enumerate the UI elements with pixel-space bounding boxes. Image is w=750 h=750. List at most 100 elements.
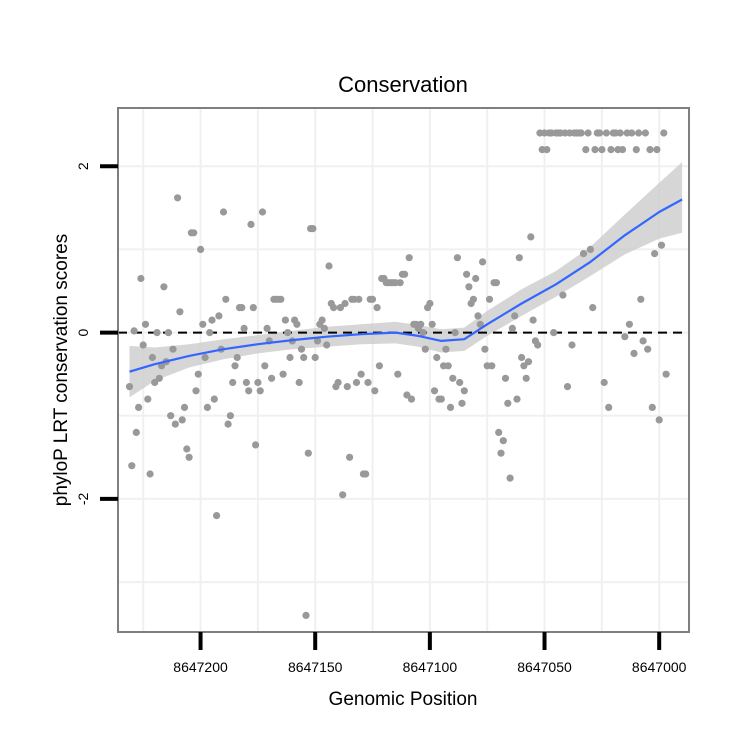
x-tick-label: 8647050 [517,659,572,675]
data-point [224,420,232,428]
y-tick-label: 0 [75,328,91,336]
data-point [247,220,255,228]
data-point [426,299,434,308]
data-point [135,403,143,411]
data-point [501,374,510,382]
data-point [233,353,241,362]
data-point [520,362,528,370]
data-point [139,341,147,349]
data-point [286,353,294,362]
data-points [125,129,670,620]
data-point [568,341,576,349]
data-point [325,262,333,270]
data-point [433,353,441,362]
data-point [197,245,205,253]
data-point [453,254,461,262]
data-point [256,387,264,395]
data-point [460,387,468,395]
data-point [605,403,613,411]
data-point [577,129,585,137]
data-point [229,378,237,387]
data-point [146,470,154,478]
data-point [511,312,519,320]
data-point [591,146,599,154]
data-point [513,395,521,403]
smooth-line-layer [129,198,683,373]
data-point [222,295,230,303]
data-point [401,270,409,278]
data-point [444,362,452,370]
data-point [210,395,218,403]
data-point [559,291,567,299]
data-point [302,611,310,620]
data-point [628,129,636,137]
data-point [584,129,592,137]
data-point [277,295,285,303]
data-point [190,229,198,237]
data-point [311,353,319,362]
data-point [201,353,209,362]
data-point [151,378,159,387]
data-point [637,295,645,303]
data-point [263,324,271,332]
data-point [550,329,558,337]
data-point [456,378,464,387]
data-point [336,304,344,312]
data-point [128,462,136,470]
data-point [355,295,363,303]
data-point [295,378,303,387]
data-point [646,146,654,154]
data-point [662,370,670,378]
data-point [518,353,526,362]
data-point [171,420,179,428]
data-point [368,295,377,303]
data-point [137,274,145,283]
data-point [607,146,615,154]
data-point [405,254,413,262]
data-point [492,279,500,287]
data-point [534,341,542,349]
data-point [465,283,473,291]
data-point [364,378,372,387]
data-point [506,474,514,482]
data-point [375,362,383,370]
data-point [320,324,328,332]
data-point [635,129,643,137]
chart-title: Conservation [338,72,468,97]
data-point [318,316,326,324]
data-point [208,316,216,324]
data-point [428,320,436,328]
data-point [362,470,370,478]
data-point [543,146,551,154]
data-point [242,378,250,387]
data-point [582,146,590,154]
y-axis-label: phyloP LRT conservation scores [51,234,72,507]
data-point [579,250,588,258]
data-point [524,358,533,366]
data-point [297,345,306,353]
data-point [185,453,193,461]
data-point [206,329,214,337]
data-point [472,274,480,283]
data-point [504,399,512,407]
data-point [215,312,223,320]
data-point [563,383,572,391]
data-point [417,320,425,328]
data-point [323,341,331,349]
data-point [394,370,402,378]
data-point [437,395,445,403]
data-point [309,225,317,233]
data-point [174,194,182,202]
data-point [641,129,650,137]
data-point [474,312,482,320]
data-point [252,441,260,449]
data-point [639,337,647,345]
data-point [160,283,168,291]
data-point [651,250,659,258]
data-point [632,146,640,154]
data-point [330,304,338,312]
data-point [293,320,301,328]
data-point [148,353,156,362]
data-point [616,129,624,137]
